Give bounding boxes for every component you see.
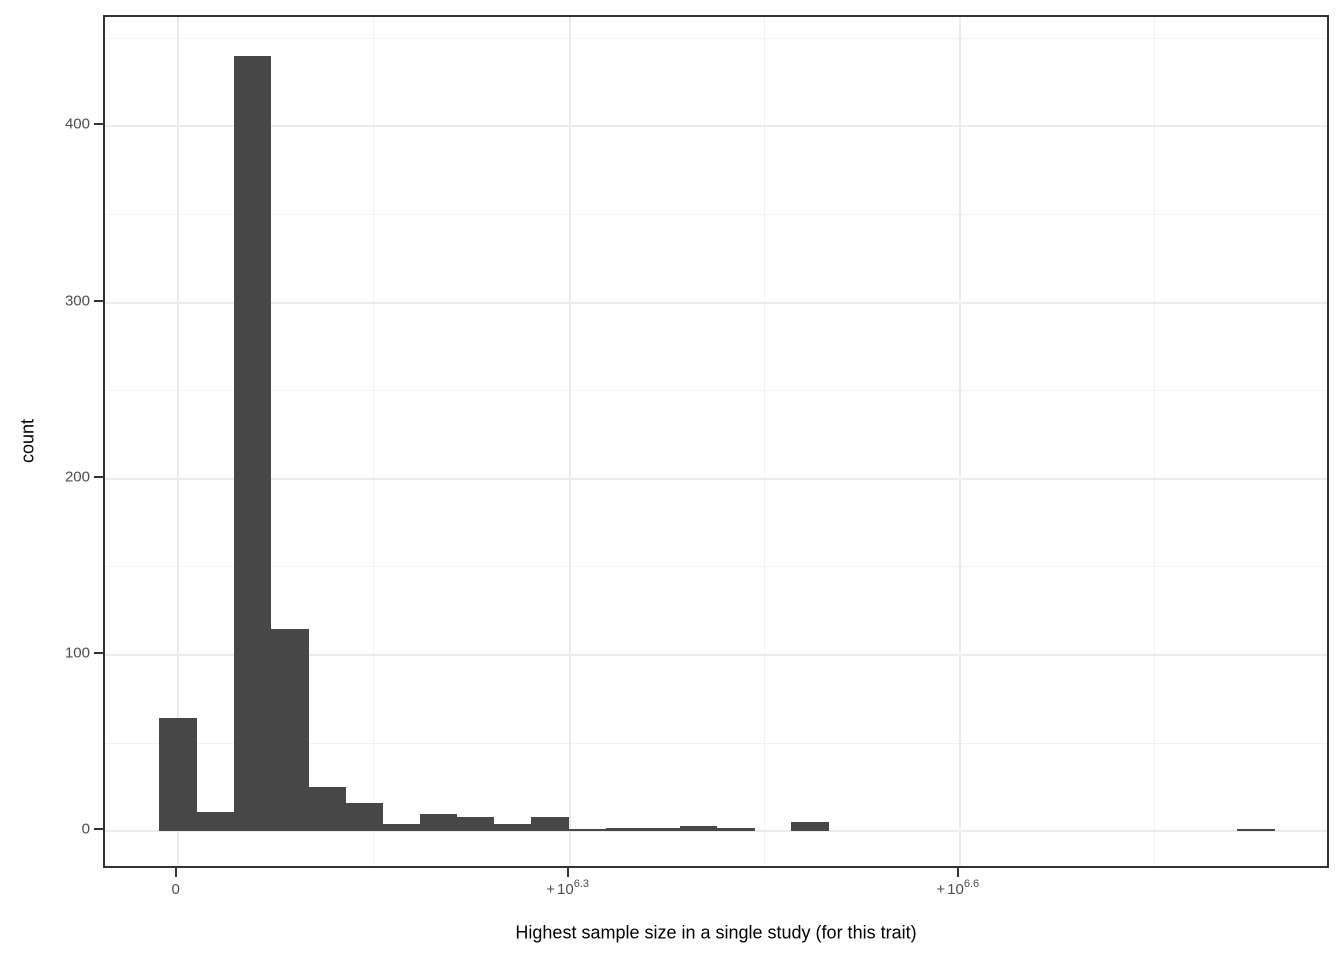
x-tick-label: 0 bbox=[172, 881, 180, 898]
x-tick-exponent: 6.3 bbox=[573, 878, 590, 890]
histogram-bar bbox=[456, 817, 495, 832]
y-minor-gridline bbox=[105, 37, 1327, 39]
x-major-gridline bbox=[176, 17, 179, 866]
histogram-bar bbox=[531, 817, 569, 832]
x-tick-base: 10 bbox=[947, 881, 964, 898]
histogram-bar bbox=[196, 811, 235, 832]
y-tick-label: 0 bbox=[81, 820, 90, 838]
histogram-bar bbox=[717, 827, 755, 832]
y-tick-label: 400 bbox=[64, 115, 90, 133]
x-tick-prefix: + bbox=[546, 881, 556, 898]
y-axis-title: count bbox=[17, 418, 38, 464]
y-axis-tick bbox=[94, 828, 103, 831]
y-tick-label: 100 bbox=[64, 644, 90, 662]
plot-panel bbox=[103, 15, 1329, 868]
x-axis-tick bbox=[956, 868, 959, 877]
y-minor-gridline bbox=[105, 213, 1327, 215]
x-tick-prefix: + bbox=[936, 881, 946, 898]
histogram-bar bbox=[605, 827, 644, 832]
y-minor-gridline bbox=[105, 742, 1327, 744]
y-minor-gridline bbox=[105, 390, 1327, 392]
y-tick-label: 200 bbox=[64, 468, 90, 486]
histogram-bar bbox=[159, 718, 197, 832]
histogram-bar bbox=[270, 628, 309, 832]
histogram-bar bbox=[382, 824, 421, 832]
x-tick-exponent: 6.6 bbox=[963, 878, 980, 890]
histogram-bar bbox=[493, 824, 532, 832]
y-major-gridline bbox=[105, 653, 1327, 656]
x-minor-gridline bbox=[764, 17, 766, 866]
x-tick-base: 10 bbox=[557, 881, 574, 898]
x-tick-base: 0 bbox=[171, 881, 180, 898]
y-axis-tick bbox=[94, 299, 103, 302]
y-major-gridline bbox=[105, 301, 1327, 304]
histogram-bar bbox=[642, 827, 681, 832]
x-axis-tick bbox=[174, 868, 177, 877]
histogram-bar bbox=[679, 825, 718, 832]
y-tick-label: 300 bbox=[64, 292, 90, 309]
x-tick-label: +106.3 bbox=[546, 878, 590, 898]
histogram-bar bbox=[791, 822, 829, 832]
y-major-gridline bbox=[105, 477, 1327, 480]
x-axis-tick bbox=[566, 868, 569, 877]
y-major-gridline bbox=[105, 125, 1327, 128]
x-major-gridline bbox=[568, 17, 571, 866]
x-axis-title: Highest sample size in a single study (f… bbox=[515, 922, 917, 943]
y-minor-gridline bbox=[105, 566, 1327, 568]
histogram-bar bbox=[308, 787, 346, 832]
histogram-bar bbox=[233, 55, 272, 832]
y-major-gridline bbox=[105, 830, 1327, 833]
x-minor-gridline bbox=[373, 17, 375, 866]
x-minor-gridline bbox=[1154, 17, 1156, 866]
y-axis-tick bbox=[94, 123, 103, 126]
x-tick-label: +106.6 bbox=[936, 878, 980, 898]
histogram-bar bbox=[419, 813, 458, 832]
histogram-bar bbox=[1237, 829, 1275, 832]
histogram-bar bbox=[568, 829, 606, 832]
y-axis-tick bbox=[94, 475, 103, 478]
y-axis-tick bbox=[94, 651, 103, 654]
histogram-bar bbox=[345, 803, 383, 832]
x-major-gridline bbox=[958, 17, 961, 866]
